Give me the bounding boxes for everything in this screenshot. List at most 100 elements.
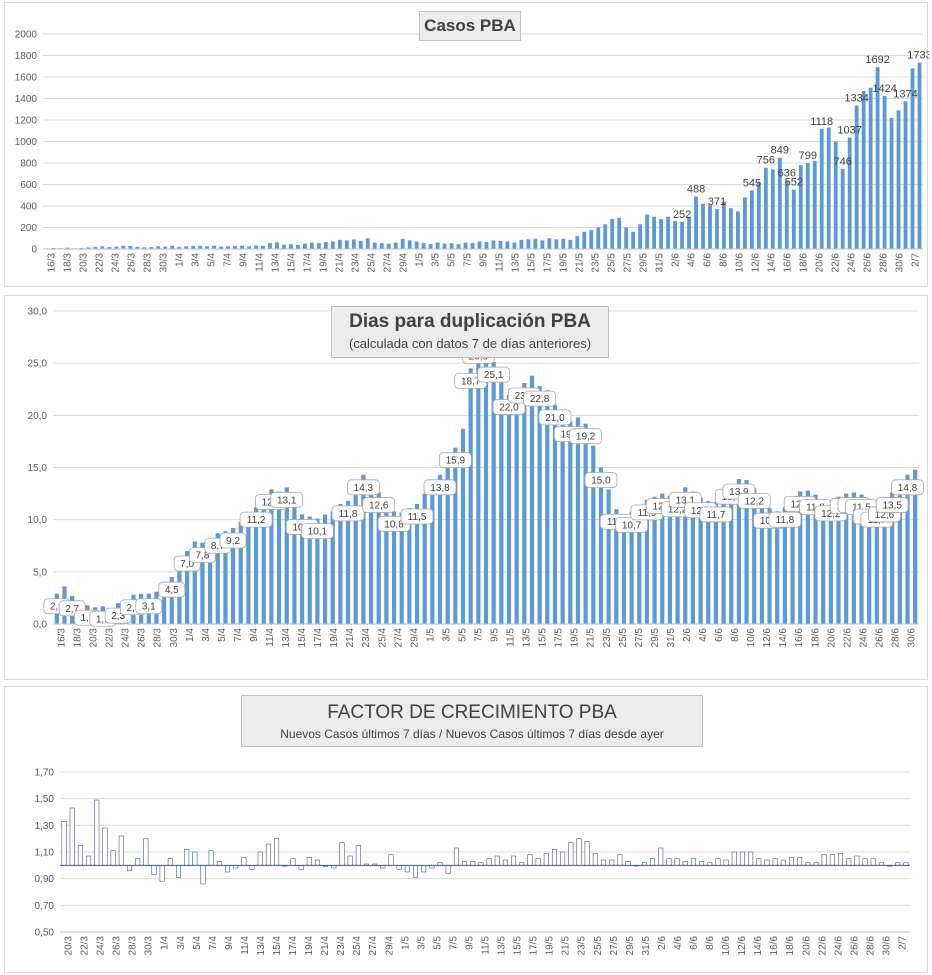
doubling-callout-label: 11,5 (408, 512, 427, 523)
cases-bar (729, 208, 733, 249)
doubling-callout-label: 1,5 (96, 614, 110, 625)
doubling-callout-box (569, 428, 603, 445)
growth-bar (797, 857, 803, 866)
doubling-chart-svg: 0,0 5,0 10,0 15,0 20,0 25,0 30,0 16/3 18/3 20/3 22… (28, 307, 924, 648)
doubling-bar (729, 484, 734, 624)
growth-y-tick-label: 1,50 (35, 794, 55, 805)
doubling-callout-box (158, 581, 186, 598)
cases-data-label: 1037 (837, 125, 861, 137)
cases-bar (610, 218, 615, 249)
cases-bar (205, 246, 210, 249)
doubling-x-tick-label: 23/4 (361, 628, 372, 648)
cases-x-tick-label: 22/3 (95, 253, 106, 273)
growth-bar (690, 858, 696, 866)
cases-bar (163, 246, 168, 249)
growth-bar (821, 854, 827, 866)
doubling-x-tick-label: 13/5 (522, 628, 533, 648)
growth-x-tick-label: 4/6 (673, 936, 684, 950)
growth-bar (355, 845, 361, 866)
cases-x-tick-label: 29/5 (639, 253, 650, 273)
cases-bar (763, 167, 768, 249)
doubling-callout-label: 11,7 (707, 510, 726, 521)
growth-bar (511, 855, 517, 866)
cases-x-tick-label: 6/6 (703, 253, 714, 267)
cases-bar (554, 239, 559, 249)
cases-bar (198, 245, 203, 249)
doubling-bar (276, 491, 282, 624)
doubling-x-tick-label: 24/3 (121, 628, 132, 648)
growth-chart-subtitle: Nuevos Casos últimos 7 días / Nuevos Cas… (280, 727, 664, 741)
growth-bar (274, 838, 280, 866)
doubling-bar (844, 493, 849, 624)
cases-x-tick-label: 3/5 (431, 253, 442, 267)
growth-bar (290, 858, 296, 866)
cases-bar (742, 197, 747, 249)
doubling-bar (514, 395, 519, 624)
doubling-bar (744, 480, 749, 624)
cases-data-label: 746 (834, 156, 852, 168)
cases-bar (777, 157, 782, 249)
doubling-callout-box (538, 409, 572, 426)
growth-bar (470, 861, 476, 866)
growth-x-tick-label: 26/3 (112, 936, 123, 956)
doubling-callout-label: 18,7 (461, 376, 481, 387)
doubling-callout-box (135, 598, 163, 615)
growth-bar (143, 838, 149, 866)
growth-x-tick-label: 15/5 (513, 936, 524, 956)
growth-bar (838, 853, 844, 866)
doubling-bar (736, 478, 742, 624)
doubling-x-tick-label: 30/6 (906, 628, 917, 648)
cases-x-tick-label: 25/5 (607, 253, 618, 273)
growth-bar (486, 858, 492, 866)
cases-bar (275, 242, 279, 249)
doubling-x-tick-label: 21/5 (586, 628, 597, 648)
doubling-callout-label: 3,1 (142, 602, 156, 613)
growth-x-tick-label: 21/5 (561, 936, 572, 956)
doubling-bar (828, 500, 833, 624)
doubling-bar (675, 496, 680, 624)
cases-x-tick-label: 11/5 (495, 253, 506, 272)
doubling-callout-label: 8,7 (211, 541, 225, 552)
doubling-callout-label: 12,6 (875, 510, 895, 521)
doubling-bar (246, 513, 251, 624)
cases-bar (715, 209, 719, 249)
cases-x-tick-label: 8/6 (719, 253, 730, 267)
doubling-bar (683, 487, 688, 624)
cases-bar (240, 245, 244, 249)
cases-bar (736, 211, 740, 249)
growth-bar (625, 861, 631, 866)
doubling-bar (430, 480, 435, 624)
growth-x-tick-label: 13/4 (256, 936, 267, 956)
cases-bar (575, 236, 580, 249)
growth-x-tick-label: 6/6 (689, 936, 700, 950)
cases-bar (652, 216, 657, 249)
doubling-callout-label: 2,9 (50, 602, 64, 613)
doubling-bar (867, 504, 872, 624)
cases-data-label: 1334 (844, 93, 868, 105)
growth-bar (576, 838, 582, 866)
cases-x-tick-label: 25/4 (367, 253, 378, 273)
cases-bar (519, 239, 524, 249)
doubling-bar (660, 493, 665, 624)
cases-bar (875, 67, 880, 249)
cases-bar (219, 246, 224, 249)
cases-bar (386, 243, 391, 249)
cases-bar (358, 240, 363, 249)
growth-bar (462, 861, 468, 866)
cases-bar (868, 87, 873, 249)
doubling-bar (583, 423, 588, 624)
cases-bar (603, 224, 608, 249)
doubling-x-tick-label: 16/3 (57, 628, 68, 648)
cases-bar (177, 246, 182, 249)
growth-bar (650, 858, 656, 866)
cases-x-tick-label: 27/5 (623, 253, 634, 273)
doubling-callout-label: 11,2 (247, 515, 266, 526)
cases-data-label: 552 (785, 177, 803, 189)
cases-bar (254, 245, 258, 249)
cases-bar (505, 241, 510, 249)
cases-y-tick-label: 0 (31, 245, 37, 256)
doubling-bar (851, 492, 856, 624)
cases-bar (477, 241, 482, 249)
growth-x-tick-label: 17/4 (288, 936, 299, 956)
cases-x-tick-label: 4/6 (687, 253, 698, 267)
